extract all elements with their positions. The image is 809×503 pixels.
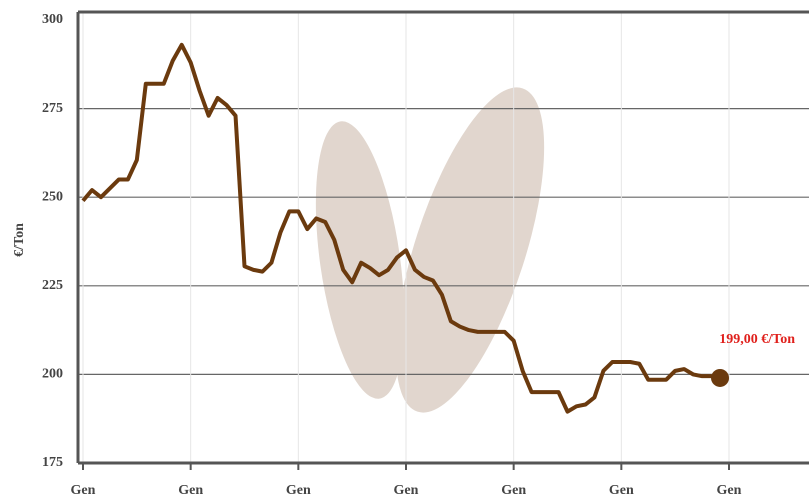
x-tick-label: Gen bbox=[71, 483, 96, 498]
y-tick-label: 225 bbox=[42, 278, 63, 293]
y-axis-label: €/Ton bbox=[12, 223, 27, 257]
last-point bbox=[711, 369, 729, 387]
x-tick-label: Gen bbox=[501, 483, 526, 498]
y-tick-label: 200 bbox=[42, 367, 63, 382]
chart: €/Ton 175 200 225 250 275 300 Gen Gen Gen Gen Gen G… bbox=[0, 0, 809, 503]
x-tick-label: Gen bbox=[286, 483, 311, 498]
page: {"chart_data": {"type": "line", "y_label… bbox=[0, 0, 809, 503]
y-tick-label: 300 bbox=[42, 12, 63, 27]
y-tick-label: 175 bbox=[42, 455, 63, 470]
y-tick-label: 275 bbox=[42, 101, 63, 116]
x-tick-label: Gen bbox=[178, 483, 203, 498]
watermark bbox=[301, 71, 575, 428]
x-tick-label: Gen bbox=[717, 483, 742, 498]
x-tick-label: Gen bbox=[394, 483, 419, 498]
annotation: 199,00 €/Ton bbox=[719, 332, 795, 347]
x-tick-label: Gen bbox=[609, 483, 634, 498]
y-tick-label: 250 bbox=[42, 189, 63, 204]
